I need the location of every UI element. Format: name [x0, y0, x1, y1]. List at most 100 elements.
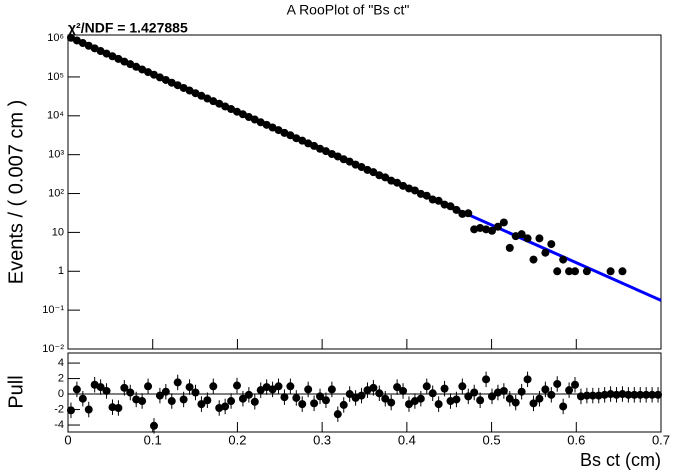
data-point — [553, 379, 562, 388]
data-point — [571, 380, 580, 389]
data-point — [416, 394, 425, 403]
x-tick-label: 0.6 — [567, 432, 585, 447]
data-point — [535, 234, 544, 243]
data-point — [541, 248, 550, 257]
data-point — [606, 267, 615, 276]
data-point — [547, 240, 556, 249]
data-point — [197, 400, 206, 409]
data-point — [606, 390, 615, 399]
data-point — [357, 391, 366, 400]
data-point — [517, 230, 526, 239]
chart-title: A RooPlot of "Bs ct" — [287, 2, 410, 18]
data-point — [505, 394, 514, 403]
data-point — [393, 178, 402, 187]
data-point — [582, 391, 591, 400]
data-point — [339, 400, 348, 409]
data-point — [434, 196, 443, 205]
data-point — [233, 381, 242, 390]
data-point — [535, 394, 544, 403]
data-point — [612, 390, 621, 399]
y-tick-label: 10 — [52, 226, 64, 238]
data-point — [327, 385, 336, 394]
data-point — [559, 402, 568, 411]
data-point — [654, 390, 663, 399]
data-point — [410, 186, 419, 195]
data-point — [316, 392, 325, 401]
data-point — [493, 222, 502, 231]
data-point — [381, 173, 390, 182]
data-point — [167, 397, 176, 406]
data-point — [66, 406, 75, 415]
x-tick-label: 0.2 — [228, 432, 246, 447]
x-tick-label: 0 — [64, 432, 71, 447]
data-point — [96, 383, 105, 392]
pull-axis-label: Pull — [5, 375, 27, 408]
x-tick-label: 0.1 — [144, 432, 162, 447]
data-point — [576, 392, 585, 401]
data-point — [618, 267, 627, 276]
data-point — [333, 410, 342, 419]
data-point — [375, 389, 384, 398]
data-point — [173, 378, 182, 387]
data-point — [238, 110, 247, 119]
data-point — [642, 390, 651, 399]
data-point — [215, 99, 224, 108]
data-point — [120, 383, 129, 392]
plot-frame — [67, 34, 662, 350]
data-point — [250, 397, 259, 406]
data-point — [600, 390, 609, 399]
data-point — [191, 388, 200, 397]
data-point — [565, 267, 574, 276]
data-point — [78, 394, 87, 403]
y-tick-label: -4 — [54, 419, 64, 431]
data-point — [286, 382, 295, 391]
data-point — [345, 157, 354, 166]
x-tick-label: 0.7 — [652, 432, 670, 447]
y-tick-label: 10⁴ — [47, 110, 64, 122]
y-tick-label: 10⁻¹ — [42, 304, 64, 316]
y-tick-label: 2 — [58, 372, 64, 384]
data-point — [149, 421, 158, 430]
data-point — [618, 390, 627, 399]
data-point — [487, 392, 496, 401]
data-point — [517, 387, 526, 396]
data-point — [452, 395, 461, 404]
data-point — [422, 382, 431, 391]
data-point — [529, 399, 538, 408]
x-axis-label: Bs ct (cm) — [580, 450, 661, 470]
data-point — [399, 386, 408, 395]
data-point — [221, 402, 230, 411]
data-point — [298, 136, 307, 145]
data-point — [185, 383, 194, 392]
data-point — [565, 386, 574, 395]
data-point — [292, 393, 301, 402]
data-point — [268, 385, 277, 394]
data-point — [499, 218, 508, 227]
data-point — [505, 243, 514, 252]
y-tick-label: 0 — [58, 388, 64, 400]
data-point — [547, 390, 556, 399]
data-point — [428, 389, 437, 398]
data-point — [393, 383, 402, 392]
data-point — [630, 390, 639, 399]
data-point — [369, 383, 378, 392]
data-point — [144, 382, 153, 391]
data-point — [559, 255, 568, 264]
data-point — [499, 386, 508, 395]
data-point — [138, 397, 147, 406]
x-tick-label: 0.4 — [398, 432, 416, 447]
data-point — [404, 400, 413, 409]
y-tick-label: 1 — [58, 265, 64, 277]
data-point — [102, 386, 111, 395]
data-point — [227, 397, 236, 406]
data-point — [458, 209, 467, 218]
data-point — [464, 392, 473, 401]
data-point — [274, 126, 283, 135]
data-point — [280, 393, 289, 402]
data-point — [523, 375, 532, 384]
y-axis-label: Events / ( 0.007 cm ) — [5, 100, 27, 285]
data-point — [286, 131, 295, 140]
data-point — [452, 205, 461, 214]
y-tick-label: 10⁶ — [47, 32, 64, 44]
